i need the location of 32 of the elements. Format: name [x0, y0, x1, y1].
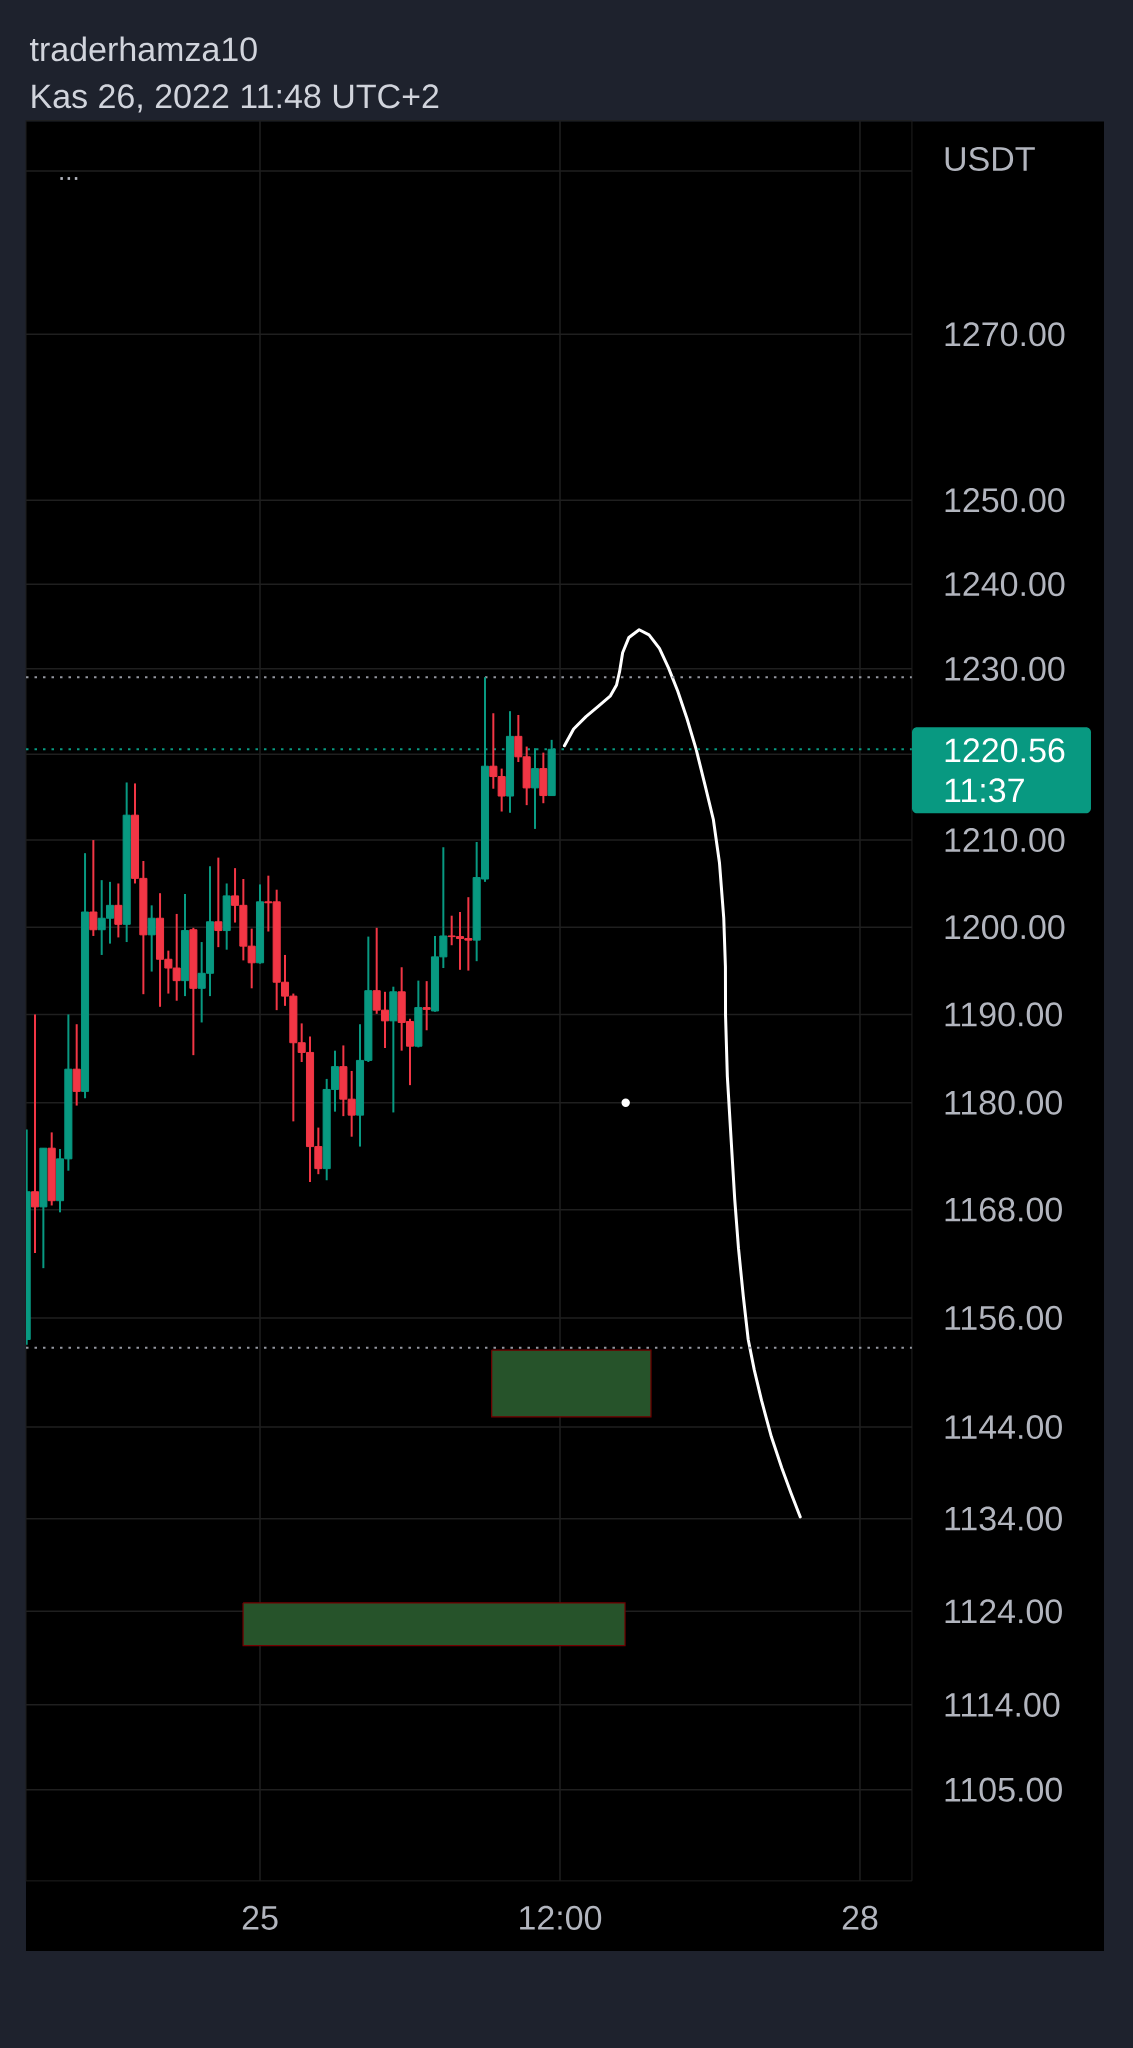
candlestick	[31, 1013, 40, 1255]
y-tick-label: 1144.00	[945, 1414, 1062, 1440]
chart-subtitle: Kas 26, 2022 11:48 UTC+2	[32, 84, 439, 113]
y-tick-label: 1210.00	[945, 827, 1065, 853]
y-tick-label: 1240.00	[945, 572, 1065, 597]
candlestick	[114, 882, 123, 939]
text: 11:37	[945, 778, 1024, 803]
candlestick	[147, 904, 156, 973]
annotation: ...	[60, 177, 78, 180]
y-tick-label: 1190.00	[945, 1002, 1062, 1027]
y-axis-title: USDT	[945, 146, 1035, 172]
x-tick-label: 28	[842, 1905, 878, 1930]
y-tick-label: 1168.00	[945, 1197, 1062, 1222]
chart-title: traderhamza10	[30, 36, 257, 62]
y-tick-label: 1124.00	[945, 1599, 1062, 1624]
line-series	[562, 628, 802, 1519]
candlestick	[214, 856, 223, 949]
y-tick-label: 1200.00	[945, 915, 1065, 940]
x-tick-label: 25	[242, 1905, 278, 1930]
ref-line-label: 1220.56	[945, 738, 1065, 763]
y-tick-label: 1230.00	[945, 656, 1065, 681]
y-tick-label: 1114.00	[945, 1692, 1060, 1717]
candlestick	[422, 980, 431, 1032]
y-tick-label: 1180.00	[945, 1090, 1062, 1115]
y-tick-label: 1105.00	[945, 1777, 1062, 1802]
x-tick-label: 12:00	[520, 1905, 602, 1930]
y-tick-label: 1134.00	[945, 1506, 1062, 1531]
y-tick-label: 1156.00	[945, 1305, 1062, 1330]
candlestick	[89, 839, 98, 937]
y-tick-label: 1250.00	[945, 488, 1065, 513]
candlestick	[72, 1023, 81, 1107]
y-tick-label: 1270.00	[945, 322, 1065, 347]
